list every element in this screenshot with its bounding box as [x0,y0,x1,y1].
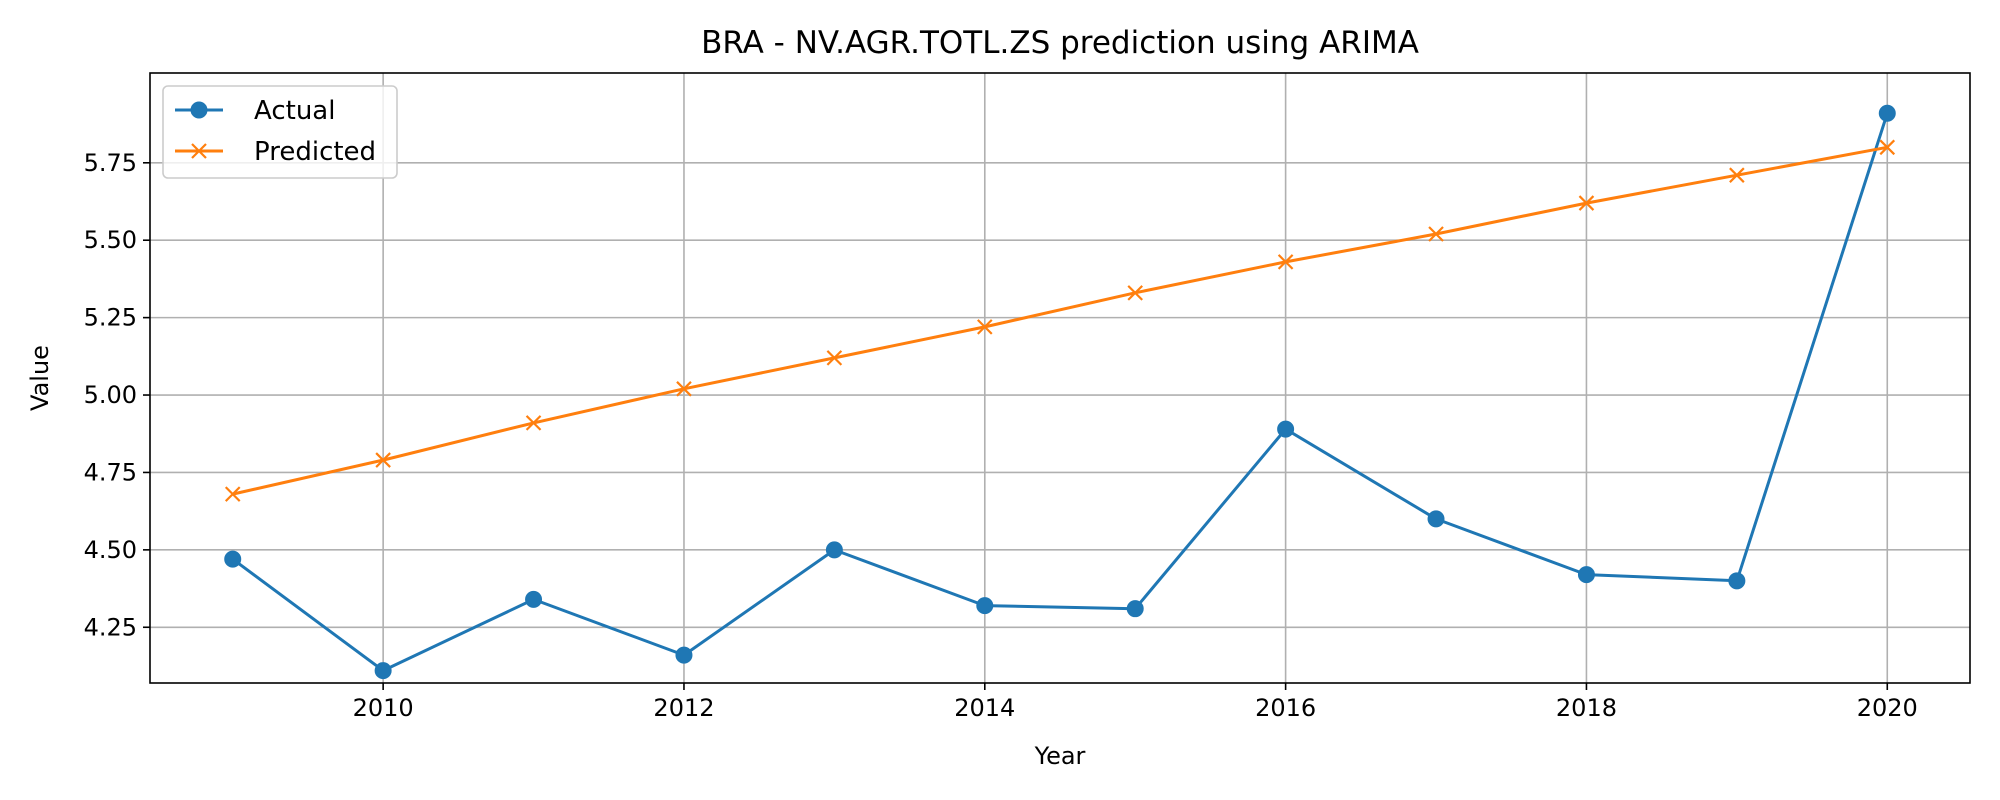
data-point-predicted [977,319,993,335]
legend-label-predicted: Predicted [254,137,376,167]
data-point-predicted [224,486,241,502]
data-point-predicted [1277,254,1294,270]
chart-title: BRA - NV.AGR.TOTL.ZS prediction using AR… [701,25,1419,61]
data-point-predicted [1428,226,1444,242]
plot-frame [149,72,1971,684]
data-point-predicted [525,415,542,431]
y-tick-label: 4.25 [84,613,137,641]
y-axis-title: Value [26,345,54,411]
series-predicted [224,139,1896,502]
data-point-predicted [1729,167,1745,183]
x-axis-title: Year [1034,742,1086,770]
legend-entry-predicted: Predicted [175,137,376,167]
y-tick-label: 5.25 [84,304,137,332]
y-tick-label: 4.50 [84,536,137,564]
legend-entry-actual: Actual [175,96,335,126]
data-point-predicted [676,381,692,397]
y-tick-label: 5.75 [84,149,137,177]
data-point-actual [1427,510,1445,528]
data-point-actual [976,597,994,615]
x-tick-label: 2012 [653,694,714,722]
legend-marker-predicted [191,143,207,159]
data-point-actual [1728,572,1746,590]
legend-label-actual: Actual [254,96,335,126]
series-line-actual [231,112,1889,673]
data-point-predicted [1578,195,1595,211]
ticks: 2010 2012 2014 2016 2018 2020 4.25 4.50 4.75 5.00… [84,149,1918,722]
data-point-actual [825,541,843,559]
data-point-actual [374,662,392,680]
x-tick-label: 2014 [954,694,1015,722]
x-tick-label: 2010 [353,694,414,722]
series-actual [224,104,1896,680]
data-point-actual [1277,420,1295,438]
data-point-actual [675,646,693,664]
legend-marker-actual [190,101,208,119]
series-layer [224,104,1896,680]
y-tick-label: 4.75 [84,458,137,486]
x-tick-label: 2020 [1857,694,1918,722]
data-point-actual [1878,104,1896,122]
series-line-predicted [232,145,1888,496]
data-point-actual [1577,566,1595,584]
x-tick-label: 2018 [1556,694,1617,722]
y-tick-label: 5.00 [84,381,137,409]
data-point-predicted [375,452,391,468]
data-point-predicted [1879,139,1896,156]
data-point-actual [224,550,242,568]
data-point-actual [1126,600,1144,618]
data-point-predicted [1127,285,1143,301]
data-point-actual [525,590,543,608]
y-tick-label: 5.50 [84,226,137,254]
legend: Actual Predicted [162,85,398,179]
data-point-predicted [826,350,843,366]
grid [150,73,1970,683]
x-tick-label: 2016 [1255,694,1316,722]
